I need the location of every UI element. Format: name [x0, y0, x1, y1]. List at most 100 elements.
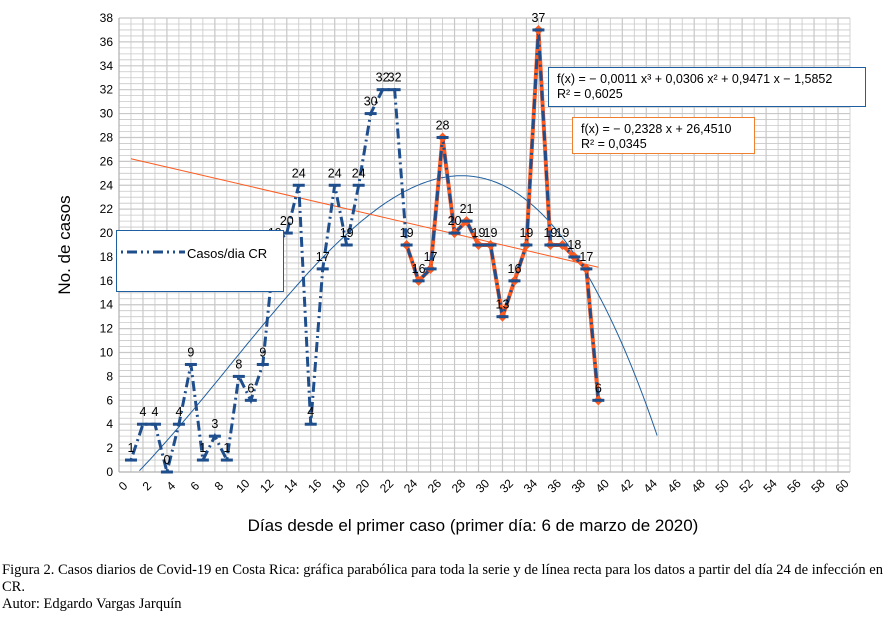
- chart-legend: Casos/dia CR: [116, 230, 284, 292]
- x-tick-label: 24: [401, 476, 421, 496]
- data-label: 1: [223, 441, 230, 455]
- x-tick-label: 38: [569, 476, 589, 496]
- data-label: 19: [555, 226, 569, 240]
- x-tick-label: 28: [449, 476, 469, 496]
- data-label: 16: [412, 262, 426, 276]
- data-label: 13: [496, 298, 510, 312]
- data-label: 17: [579, 250, 593, 264]
- data-label: 4: [175, 405, 182, 419]
- legend-line-icon: [121, 250, 185, 254]
- x-tick-label: 14: [281, 476, 301, 496]
- data-label: 9: [259, 345, 266, 359]
- x-tick-label: 40: [593, 476, 613, 496]
- data-label: 32: [388, 71, 402, 85]
- x-tick-label: 18: [329, 476, 349, 496]
- data-label: 24: [328, 166, 342, 180]
- data-label: 4: [139, 405, 146, 419]
- x-axis-title: Días desde el primer caso (primer día: 6…: [248, 516, 699, 535]
- x-tick-label: 44: [641, 476, 661, 496]
- caption-author: Autor: Edgardo Vargas Jarquín: [2, 596, 182, 612]
- x-tick-label: 4: [164, 478, 179, 493]
- x-tick-label: 34: [521, 476, 541, 496]
- poly-equation: f(x) = − 0,0011 x³ + 0,0306 x² + 0,9471 …: [557, 72, 833, 86]
- data-label: 21: [460, 202, 474, 216]
- x-tick-label: 56: [784, 476, 804, 496]
- caption-text: Figura 2. Casos diarios de Covid-19 en C…: [2, 562, 883, 595]
- x-tick-label: 6: [188, 478, 203, 493]
- y-tick-label: 6: [106, 393, 113, 407]
- y-tick-label: 12: [100, 322, 114, 336]
- y-axis-title: No. de casos: [55, 195, 74, 294]
- y-tick-label: 26: [100, 154, 114, 168]
- data-label: 20: [280, 214, 294, 228]
- data-label: 19: [340, 226, 354, 240]
- x-tick-label: 60: [832, 476, 852, 496]
- poly-r2: R² = 0,6025: [557, 87, 623, 101]
- x-tick-label: 46: [665, 476, 685, 496]
- x-tick-label: 58: [808, 476, 828, 496]
- data-label: 4: [307, 405, 314, 419]
- x-tick-label: 30: [473, 476, 493, 496]
- data-label: 30: [364, 95, 378, 109]
- data-label: 1: [128, 441, 135, 455]
- x-tick-label: 16: [305, 476, 325, 496]
- y-tick-label: 4: [106, 417, 113, 431]
- y-tick-label: 20: [100, 226, 114, 240]
- x-tick-label: 20: [353, 476, 373, 496]
- data-label: 17: [424, 250, 438, 264]
- x-tick-label: 32: [497, 476, 517, 496]
- data-label: 19: [400, 226, 414, 240]
- y-tick-label: 0: [106, 465, 113, 479]
- data-label: 28: [436, 118, 450, 132]
- data-label: 24: [352, 166, 366, 180]
- polynomial-trendline: [139, 175, 658, 472]
- y-tick-label: 2: [106, 441, 113, 455]
- y-tick-label: 36: [100, 35, 114, 49]
- x-tick-label: 48: [689, 476, 709, 496]
- x-tick-label: 0: [116, 478, 131, 493]
- y-tick-label: 22: [100, 202, 114, 216]
- series-line: [129, 29, 600, 473]
- figure-caption: Figura 2. Casos diarios de Covid-19 en C…: [2, 562, 888, 613]
- x-tick-label: 36: [545, 476, 565, 496]
- y-tick-label: 18: [100, 250, 114, 264]
- x-tick-label: 12: [257, 476, 277, 496]
- y-tick-label: 16: [100, 274, 114, 288]
- x-tick-label: 42: [617, 476, 637, 496]
- y-tick-label: 28: [100, 130, 114, 144]
- data-label: 19: [543, 226, 557, 240]
- data-label: 32: [376, 71, 390, 85]
- data-label: 4: [151, 405, 158, 419]
- y-tick-label: 8: [106, 369, 113, 383]
- y-tick-label: 10: [100, 346, 114, 360]
- y-tick-label: 38: [100, 11, 114, 25]
- x-tick-label: 52: [736, 476, 756, 496]
- data-label: 3: [211, 417, 218, 431]
- data-label: 16: [508, 262, 522, 276]
- linear-trendline: [130, 158, 599, 268]
- poly-equation-box: f(x) = − 0,0011 x³ + 0,0306 x² + 0,9471 …: [548, 67, 866, 107]
- x-tick-label: 26: [425, 476, 445, 496]
- y-tick-label: 34: [100, 59, 114, 73]
- data-label: 19: [472, 226, 486, 240]
- data-label: 1: [199, 441, 206, 455]
- y-tick-label: 14: [100, 298, 114, 312]
- data-label: 24: [292, 166, 306, 180]
- x-tick-label: 54: [760, 476, 780, 496]
- data-label: 17: [316, 250, 330, 264]
- linear-equation-box: f(x) = − 0,2328 x + 26,4510 R² = 0,0345: [572, 117, 755, 154]
- data-label: 37: [531, 11, 545, 25]
- data-label: 8: [235, 357, 242, 371]
- y-tick-label: 32: [100, 83, 114, 97]
- x-tick-label: 10: [233, 476, 253, 496]
- data-label: 6: [595, 381, 602, 395]
- data-label: 0: [163, 453, 170, 467]
- linear-equation: f(x) = − 0,2328 x + 26,4510: [581, 122, 732, 136]
- data-label: 9: [187, 345, 194, 359]
- data-label: 18: [567, 238, 581, 252]
- y-tick-label: 30: [100, 107, 114, 121]
- x-tick-label: 2: [140, 478, 155, 493]
- data-label: 19: [484, 226, 498, 240]
- legend-label: Casos/dia CR: [187, 246, 268, 261]
